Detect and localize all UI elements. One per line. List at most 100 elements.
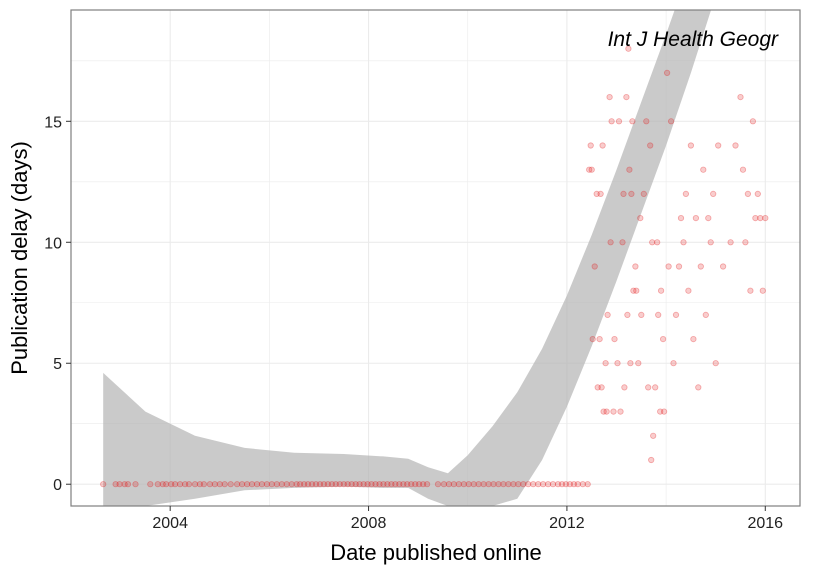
data-point [700,166,707,173]
data-point [364,481,371,488]
data-point [732,142,739,149]
data-point [185,481,193,488]
data-point [759,287,766,294]
data-point [695,384,702,391]
data-point [239,481,246,488]
data-point [593,190,600,197]
data-point [316,481,324,488]
data-point [587,142,594,149]
data-point [638,311,645,318]
data-point [584,481,591,488]
data-point [604,311,611,318]
data-point [340,481,347,488]
data-point [754,190,761,197]
data-point [221,481,228,488]
data-point [211,481,218,488]
data-point [124,481,132,488]
data-point [455,481,462,488]
data-point [742,239,749,246]
data-point [121,481,128,488]
data-point [544,481,552,488]
data-point [360,481,367,488]
data-point [680,239,687,246]
data-points [100,45,769,488]
data-point [643,118,650,125]
data-point [739,166,747,173]
data-point [710,190,717,197]
data-point [191,481,199,488]
data-point [147,481,154,488]
data-point [611,335,618,343]
data-point [712,360,719,367]
data-point [633,287,640,294]
data-point [419,481,427,488]
data-point [737,94,744,101]
data-point [640,190,647,197]
data-point [268,481,275,488]
data-point [624,311,631,318]
data-point [607,239,614,246]
data-point [396,481,403,488]
data-point [672,311,680,318]
data-point [665,263,672,270]
data-point [168,481,175,488]
data-point [293,481,300,488]
data-point [288,481,295,488]
data-point [384,481,391,488]
data-point [727,239,734,246]
data-point [596,335,603,343]
y-tick-label: 0 [53,477,62,494]
data-point [485,481,492,488]
data-point [475,481,482,488]
y-tick-label: 15 [44,114,62,131]
data-point [177,481,184,488]
x-axis-title: Date published online [330,540,542,565]
data-point [539,481,547,488]
data-point [614,360,621,367]
data-point [312,481,320,488]
data-point [348,481,355,488]
x-tick-label: 2012 [549,515,585,532]
data-point [762,215,769,222]
data-point [154,481,161,488]
data-point [460,481,467,488]
data-point [470,481,477,488]
data-point [392,481,399,488]
data-point [549,481,557,488]
data-point [599,142,606,149]
data-point [574,481,581,488]
data-point [655,311,662,318]
data-point [368,481,375,488]
data-point [649,239,656,246]
data-point [415,481,423,488]
data-point [645,384,652,391]
data-point [206,481,213,488]
data-point [589,335,596,343]
data-point [594,384,601,391]
data-point [579,481,586,488]
data-point [352,481,359,488]
data-point [530,481,537,488]
data-point [626,166,633,173]
data-point [747,287,754,294]
data-point [216,481,223,488]
data-point [657,408,664,415]
data-point [500,481,507,488]
data-point [163,481,170,488]
data-point [677,215,685,222]
data-point [757,215,764,222]
data-point [566,481,574,488]
data-point [707,239,714,246]
data-point [253,481,261,488]
data-point [258,481,265,488]
data-point [749,118,757,125]
data-point [610,408,617,415]
data-point [600,408,607,415]
data-point [100,481,107,488]
data-point [744,190,752,197]
data-point [304,481,312,488]
data-point [621,384,628,391]
data-point [296,481,304,488]
data-point [320,481,327,488]
